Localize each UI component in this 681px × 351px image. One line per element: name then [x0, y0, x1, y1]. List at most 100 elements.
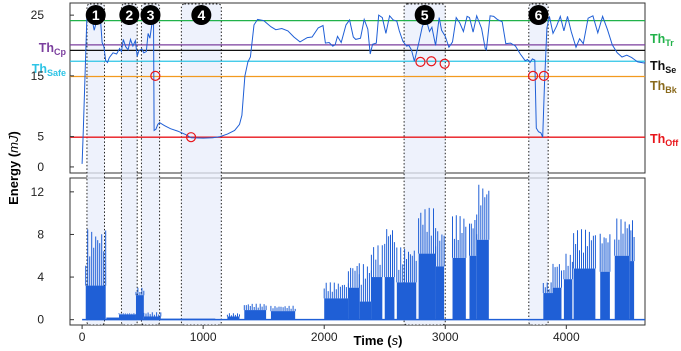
activity-burst-peaks-25	[614, 218, 630, 256]
activity-burst-24	[600, 271, 610, 320]
activity-burst-8	[270, 311, 296, 320]
activity-burst-20	[543, 293, 553, 320]
activity-burst-peaks-14	[396, 247, 417, 283]
x-axis-title: Time (s)	[354, 333, 403, 348]
activity-burst-19	[476, 239, 489, 320]
energy-series-line-0	[81, 14, 646, 164]
event-marker-3	[426, 56, 437, 67]
activity-burst-peaks-20	[542, 282, 554, 293]
top-y-tick-label: 15	[31, 69, 45, 83]
event-marker-1	[185, 132, 197, 143]
event-marker-4	[439, 58, 450, 69]
region-badge-3	[140, 5, 161, 25]
region-badge-5	[414, 5, 435, 25]
activity-burst-peaks-17	[452, 215, 467, 258]
x-tick-label: 1000	[190, 330, 217, 344]
top-series-group	[81, 14, 646, 164]
activity-burst-peaks-12	[370, 245, 383, 278]
region-box-6	[528, 3, 549, 326]
markers-group	[150, 56, 550, 143]
activity-burst-6	[227, 316, 240, 320]
top-y-tick-label: 25	[31, 8, 45, 22]
bottom-panel-frame	[69, 177, 646, 326]
activity-burst-peaks-11	[358, 263, 372, 302]
threshold-label-bk: ThBk	[650, 79, 678, 95]
region-badge-label-3: 3	[147, 7, 155, 23]
activity-burst-peaks-3	[135, 287, 145, 296]
activity-burst-13	[384, 277, 395, 320]
activity-burst-14	[396, 282, 417, 320]
activity-burst-11	[359, 301, 372, 320]
activity-burst-22	[563, 279, 573, 320]
x-tick-label: 2000	[311, 330, 338, 344]
bottom-bars-group	[82, 184, 645, 321]
region-box-4	[180, 3, 222, 326]
activity-burst-peaks-7	[243, 303, 267, 311]
top-y-tick-label: 0	[37, 160, 44, 174]
top-y-tick-label: 5	[37, 130, 44, 144]
region-badge-4	[191, 5, 212, 25]
activity-burst-peaks-0	[85, 229, 107, 286]
activity-burst-3	[135, 295, 144, 320]
activity-burst-12	[371, 277, 383, 320]
bottom-y-tick-label: 4	[37, 270, 44, 284]
activity-burst-peaks-23	[573, 229, 596, 269]
region-badge-label-4: 4	[197, 7, 205, 23]
activity-burst-16	[435, 266, 445, 320]
activity-burst-peaks-10	[347, 266, 360, 288]
event-marker-0	[150, 70, 161, 81]
threshold-label-se: ThSe	[650, 59, 676, 75]
activity-burst-peaks-4	[143, 312, 162, 317]
region-badge-label-6: 6	[535, 7, 543, 23]
activity-burst-peaks-26	[628, 220, 635, 262]
activity-burst-peaks-21	[552, 263, 562, 288]
region-badge-6	[528, 5, 549, 25]
activity-burst-25	[614, 255, 630, 320]
activity-burst-peaks-15	[418, 207, 437, 254]
activity-burst-1	[106, 317, 120, 320]
region-badge-1	[85, 5, 106, 25]
region-shading-group	[86, 3, 549, 326]
event-marker-6	[538, 70, 550, 81]
y-axis-title: Energy (mJ)	[6, 131, 21, 205]
activity-burst-4	[143, 316, 161, 320]
activity-burst-0	[85, 285, 106, 320]
x-tick-label: 3000	[432, 330, 459, 344]
threshold-label-tr: ThTr	[650, 32, 674, 48]
bottom-y-tick-label: 8	[37, 227, 44, 241]
activity-burst-peaks-24	[599, 233, 611, 272]
x-tick-label: 0	[79, 330, 86, 344]
activity-burst-peaks-22	[563, 253, 573, 280]
event-marker-2	[415, 56, 426, 67]
threshold-label-cp: ThCp	[39, 41, 67, 57]
activity-burst-peaks-6	[226, 313, 240, 317]
activity-burst-17	[452, 257, 466, 320]
activity-burst-26	[629, 261, 635, 320]
threshold-label-off: ThOff	[650, 132, 679, 148]
activity-burst-9	[324, 298, 349, 320]
top-panel-frame	[69, 2, 646, 174]
activity-burst-21	[553, 287, 562, 320]
activity-burst-peaks-8	[270, 305, 296, 312]
activity-burst-peaks-9	[323, 282, 349, 299]
activity-burst-peaks-18	[469, 220, 478, 256]
bottom-y-tick-label: 0	[37, 313, 44, 327]
activity-burst-2	[119, 314, 136, 320]
activity-burst-7	[244, 310, 267, 320]
region-box-5	[403, 3, 446, 326]
activity-burst-18	[469, 255, 477, 320]
region-badge-label-1: 1	[92, 7, 100, 23]
region-badge-label-2: 2	[125, 7, 133, 23]
activity-burst-15	[418, 253, 436, 320]
bottom-y-tick-label: 12	[31, 185, 45, 199]
threshold-label-safe: ThSafe	[32, 62, 66, 78]
threshold-lines-group: ThTr ThCp ThSe ThSafe ThBk ThOff	[32, 19, 679, 148]
activity-burst-23	[573, 268, 596, 320]
activity-burst-peaks-16	[435, 231, 445, 267]
activity-burst-10	[348, 287, 360, 320]
x-tick-label: 4000	[553, 330, 580, 344]
region-box-3	[140, 3, 161, 326]
region-badge-2	[119, 5, 140, 25]
